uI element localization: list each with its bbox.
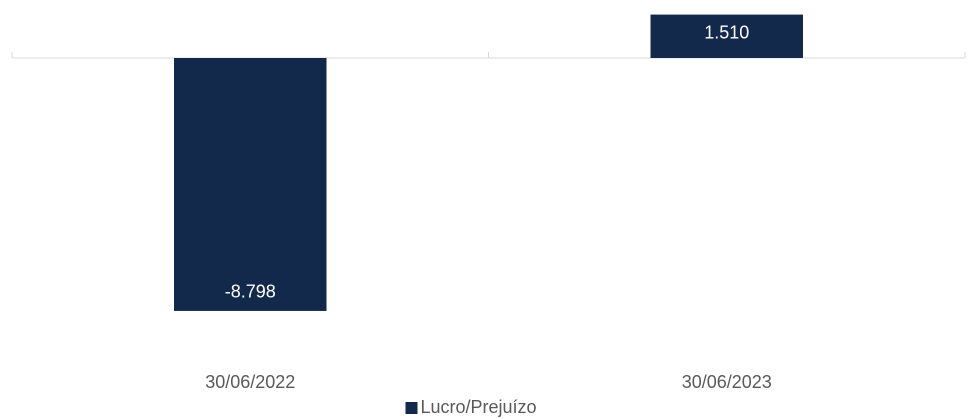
bar <box>174 58 327 311</box>
legend-swatch <box>405 402 418 414</box>
data-label: -8.798 <box>225 282 276 302</box>
bar <box>650 14 803 58</box>
legend-label: Lucro/Prejuízo <box>421 397 537 417</box>
data-label: 1.510 <box>704 22 749 42</box>
x-tick-label: 30/06/2022 <box>205 372 295 392</box>
x-tick-label: 30/06/2023 <box>682 372 772 392</box>
